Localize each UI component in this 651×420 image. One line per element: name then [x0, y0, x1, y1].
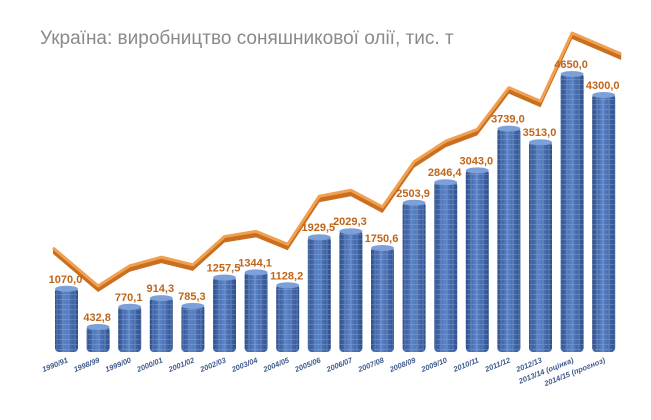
bar-texture	[465, 169, 489, 352]
bar	[402, 199, 426, 352]
bar-texture	[434, 181, 458, 352]
trend-layer	[52, 31, 622, 293]
bar-top	[465, 167, 489, 174]
x-tick-label: 2008/09	[387, 355, 417, 374]
bar-top	[434, 179, 458, 186]
bar-top	[560, 71, 584, 77]
value-label: 3043,0	[459, 155, 493, 167]
bar	[181, 302, 205, 352]
bar-top	[307, 234, 331, 241]
bar-texture	[497, 127, 521, 352]
chart-title: Україна: виробництво соняшникової олії, …	[40, 28, 454, 49]
bar	[244, 269, 268, 352]
bar-top	[181, 302, 205, 309]
bar-top	[276, 282, 300, 289]
bar-top	[402, 199, 426, 206]
bar-texture	[276, 284, 300, 352]
bar	[434, 179, 458, 352]
bar-top	[371, 244, 394, 251]
bar-texture	[307, 236, 331, 352]
bar-texture	[86, 326, 110, 352]
x-tick-label: 2010/11	[451, 356, 480, 375]
bar-texture	[181, 304, 205, 352]
x-tick-label: 2004/05	[261, 355, 291, 374]
x-axis-ticks: 1990/91 1998/99 1999/00 2000/01 2001/02 2002/…	[41, 355, 607, 388]
x-tick-label: 2006/07	[324, 355, 354, 374]
bar	[497, 125, 521, 352]
value-label: 432,8	[83, 312, 111, 324]
value-label: 914,3	[147, 283, 175, 295]
value-label: 2846,4	[428, 167, 463, 179]
bar-top	[118, 303, 142, 310]
bar	[465, 167, 489, 352]
x-tick-label: 2009/10	[419, 355, 449, 374]
value-label: 1128,2	[270, 270, 303, 282]
x-tick-label: 2002/03	[198, 355, 228, 374]
bar	[55, 285, 78, 352]
bar-top	[339, 228, 363, 235]
bar-top	[213, 274, 236, 281]
x-tick-label: 1998/99	[72, 355, 101, 374]
bar-texture	[149, 297, 173, 352]
x-tick-label: 2000/01	[135, 356, 164, 375]
bar	[307, 234, 331, 352]
x-tick-label: 2011/12	[483, 355, 513, 374]
value-label: 4650,0	[554, 59, 588, 71]
x-tick-label: 2001/02	[166, 355, 196, 374]
bar-top	[86, 324, 110, 331]
bar-top	[592, 92, 616, 98]
bar-top	[55, 285, 78, 292]
bar-texture	[560, 73, 584, 352]
bar-texture	[339, 230, 363, 352]
x-tick-label: 1990/91	[41, 356, 70, 375]
trend-ribbon	[52, 31, 622, 288]
bar-texture	[213, 276, 236, 352]
bars-layer	[55, 71, 616, 352]
bar-texture	[118, 305, 142, 352]
value-label: 2503,9	[396, 188, 430, 200]
bar-texture	[371, 246, 394, 352]
bar-texture	[244, 271, 268, 352]
value-label: 2029,3	[333, 216, 367, 228]
bar	[118, 303, 142, 352]
bar-texture	[592, 94, 616, 352]
value-label: 785,3	[178, 291, 206, 303]
value-label: 1257,5	[207, 263, 241, 275]
bar-top	[497, 125, 521, 132]
x-tick-label: 2005/06	[293, 355, 323, 374]
bar	[149, 295, 173, 352]
value-label: 1344,1	[238, 257, 272, 269]
bar	[213, 274, 236, 352]
value-label: 3739,0	[491, 114, 525, 126]
bar-top	[529, 139, 552, 146]
value-label: 1070,0	[49, 274, 83, 286]
x-tick-label: 2003/04	[229, 355, 259, 374]
x-tick-label: 2007/08	[356, 355, 386, 374]
bar	[371, 244, 394, 352]
bar-top	[149, 295, 173, 302]
bar	[560, 71, 584, 352]
bar-texture	[529, 141, 552, 352]
value-label: 4300,0	[586, 80, 620, 92]
bar-texture	[55, 287, 78, 352]
bar	[529, 139, 552, 352]
bar	[276, 282, 300, 352]
bar-top	[244, 269, 268, 276]
bar	[86, 324, 110, 352]
value-label: 1929,5	[301, 222, 335, 234]
value-label: 1750,6	[365, 233, 399, 245]
bar	[339, 228, 363, 352]
x-tick-label: 1999/00	[104, 355, 133, 374]
bar	[592, 92, 616, 352]
value-label: 770,1	[115, 292, 143, 304]
bar-texture	[402, 201, 426, 352]
value-label: 3513,0	[523, 127, 557, 139]
